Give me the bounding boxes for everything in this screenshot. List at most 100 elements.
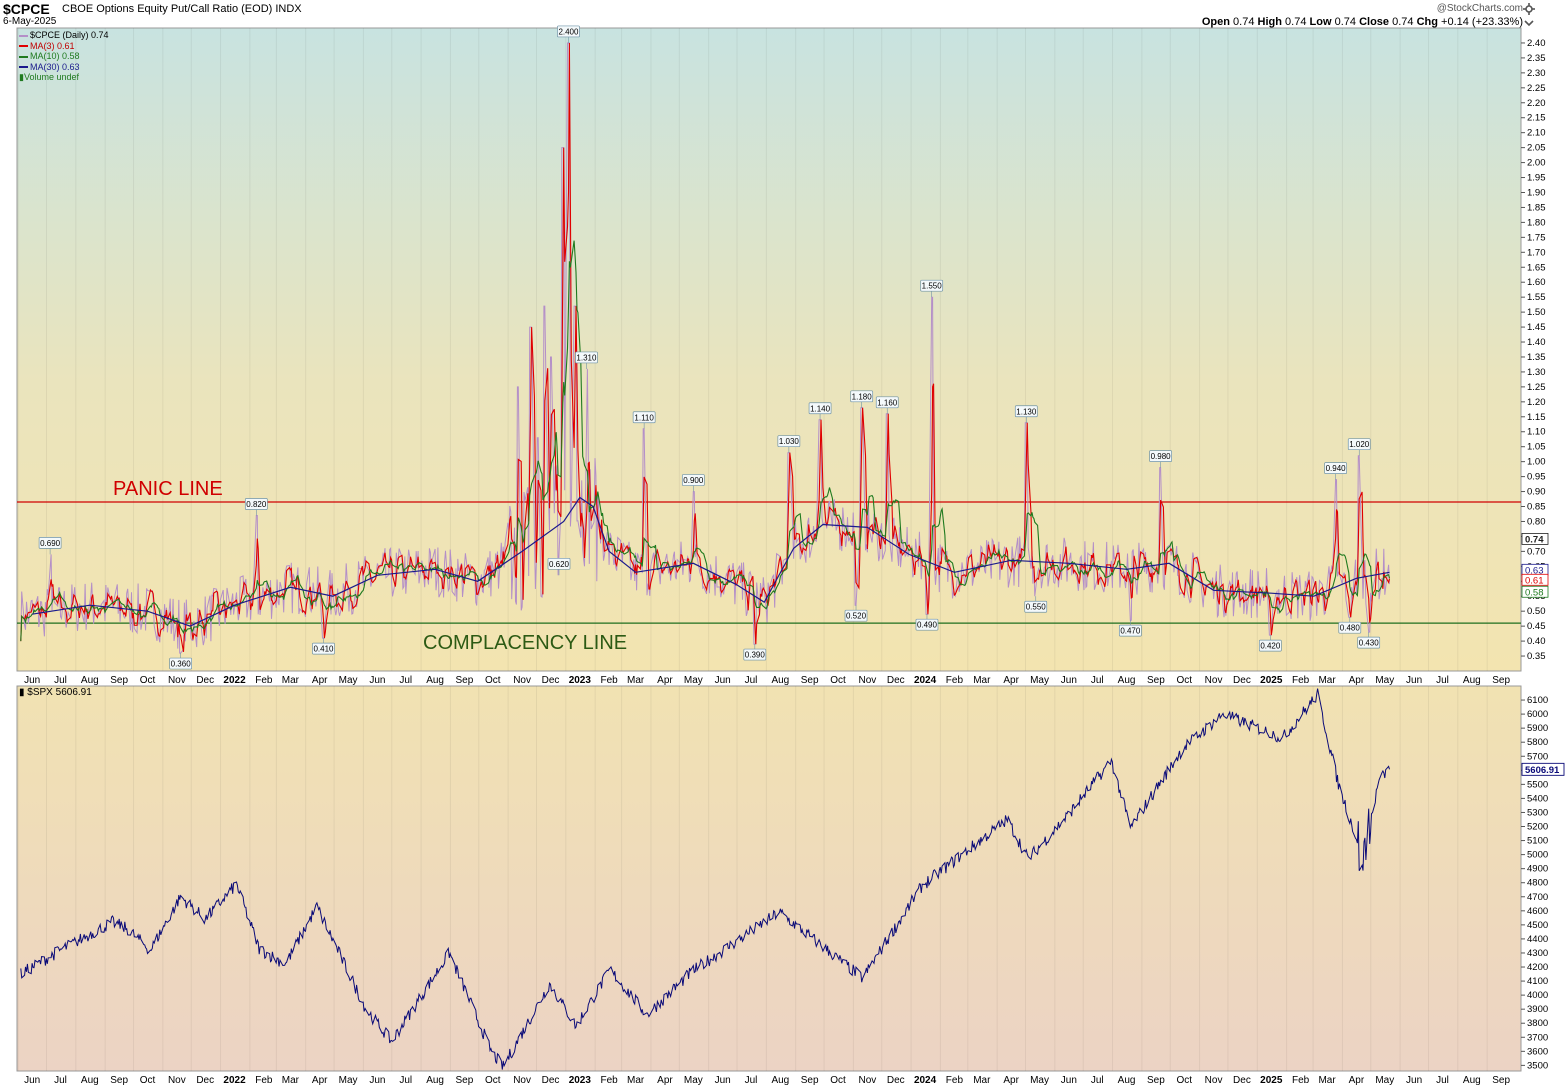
- spx-y-tick-label: 4200: [1527, 962, 1548, 973]
- legend-ma3-label: MA(3) 0.61: [30, 40, 75, 51]
- spx-x-tick-label: Oct: [140, 1075, 156, 1086]
- chevron-down-icon[interactable]: [1523, 17, 1535, 29]
- cpce-x-tick-label: Apr: [657, 675, 673, 686]
- cpce-y-tick-label: 1.90: [1527, 187, 1546, 198]
- spx-x-tick-label: May: [684, 1075, 703, 1086]
- spx-y-tick-label: 6000: [1527, 709, 1548, 720]
- spx-y-tick-label: 5000: [1527, 850, 1548, 861]
- spx-panel-background: [16, 685, 1522, 1072]
- legend-ma10: MA(10) 0.58: [19, 51, 109, 62]
- symbol-title: $CPCE: [3, 1, 50, 17]
- spx-x-tick-label: Apr: [312, 1075, 328, 1086]
- cpce-y-tick-label: 1.55: [1527, 292, 1546, 303]
- symbol-description: CBOE Options Equity Put/Call Ratio (EOD)…: [62, 3, 302, 15]
- peak-annotation-label: 0.820: [246, 500, 267, 509]
- close-value: 0.74: [1392, 16, 1414, 28]
- peak-annotation-label: 0.980: [1151, 452, 1172, 461]
- spx-x-tick-label: Feb: [601, 1075, 619, 1086]
- ma30-line: [32, 496, 1390, 627]
- spx-x-tick-label: Sep: [456, 1075, 474, 1086]
- legend-cpce-label: $CPCE (Daily) 0.74: [30, 30, 109, 40]
- cpce-x-tick-label: Nov: [513, 675, 531, 686]
- spx-y-tick-label: 5100: [1527, 836, 1548, 847]
- cpce-y-tick-label: 2.00: [1527, 158, 1546, 169]
- high-label: High: [1257, 16, 1282, 28]
- ma10-line: [20, 240, 1391, 642]
- cpce-x-tick-label: Aug: [771, 675, 789, 686]
- spx-x-tick-label: Oct: [830, 1075, 846, 1086]
- legend-ma10-label: MA(10) 0.58: [30, 51, 80, 61]
- peak-annotation-label: 0.410: [313, 645, 334, 654]
- peak-annotation-label: 0.390: [745, 651, 766, 660]
- high-value: 0.74: [1285, 16, 1307, 28]
- peak-annotation-label: 0.900: [683, 476, 704, 485]
- spx-x-tick-label: Feb: [1292, 1075, 1310, 1086]
- peak-annotation-label: 0.550: [1026, 603, 1047, 612]
- volume-bars-icon: ▮: [19, 72, 24, 82]
- peak-annotation-label: 0.940: [1326, 464, 1347, 473]
- spx-y-tick-label: 5400: [1527, 793, 1548, 804]
- spx-x-tick-label: May: [1030, 1075, 1049, 1086]
- spx-x-tick-label: Sep: [1492, 1075, 1510, 1086]
- cpce-x-tick-label: Jun: [1406, 675, 1422, 686]
- spx-x-tick-label: Jul: [1436, 1075, 1449, 1086]
- peak-annotation-label: 1.020: [1349, 440, 1370, 449]
- chart-date: 6-May-2025: [3, 16, 57, 27]
- cpce-x-tick-label: Aug: [1118, 675, 1136, 686]
- cpce-x-tick-label: May: [339, 675, 358, 686]
- cpce-x-tick-label: Oct: [485, 675, 501, 686]
- spx-y-axis: 6100600059005800570056005500540053005200…: [1521, 695, 1548, 1071]
- cpce-y-tick-label: 0.35: [1527, 651, 1546, 662]
- settings-gear-icon[interactable]: [1523, 3, 1535, 15]
- peak-annotation-label: 0.520: [846, 612, 867, 621]
- spx-x-tick-label: Oct: [1176, 1075, 1192, 1086]
- badge-ma10-box: [1521, 585, 1549, 598]
- spx-x-tick-label: Dec: [887, 1075, 905, 1086]
- spx-x-tick-label: Aug: [1118, 1075, 1136, 1086]
- cpce-x-tick-label: Feb: [1292, 675, 1310, 686]
- cpce-x-tick-label: Mar: [973, 675, 991, 686]
- spx-x-tick-label: Jul: [745, 1075, 758, 1086]
- peak-annotation-label: 1.310: [576, 353, 597, 362]
- spx-x-tick-label: Aug: [426, 1075, 444, 1086]
- cpce-y-tick-label: 0.45: [1527, 621, 1546, 632]
- spx-x-tick-label: Apr: [1349, 1075, 1365, 1086]
- peak-annotation-label: 1.550: [922, 282, 943, 291]
- spx-y-tick-label: 4500: [1527, 920, 1548, 931]
- low-value: 0.74: [1334, 16, 1357, 28]
- peak-annotation-label: 1.110: [634, 413, 654, 422]
- cpce-x-tick-label: Dec: [196, 675, 214, 686]
- ma3-line: [20, 42, 1391, 652]
- cpce-x-tick-label: 2023: [569, 675, 592, 686]
- cpce-x-tick-label: Aug: [426, 675, 444, 686]
- cpce-x-tick-label: 2022: [223, 675, 246, 686]
- cpce-x-tick-label: Jun: [715, 675, 731, 686]
- cpce-x-tick-label: Mar: [1318, 675, 1336, 686]
- peak-annotation-label: 0.690: [40, 539, 61, 548]
- cpce-y-tick-label: 2.15: [1527, 113, 1546, 124]
- badge-ma3-box: [1521, 573, 1549, 586]
- badge-spx-label: 5606.91: [1525, 765, 1560, 776]
- cpce-x-tick-label: Feb: [255, 675, 273, 686]
- low-label: Low: [1309, 16, 1332, 28]
- cpce-y-tick-label: 1.05: [1527, 442, 1546, 453]
- cpce-x-tick-label: Mar: [627, 675, 645, 686]
- cpce-x-tick-label: Sep: [1147, 675, 1165, 686]
- spx-x-tick-label: 2024: [914, 1075, 937, 1086]
- spx-y-tick-label: 3700: [1527, 1032, 1548, 1043]
- spx-x-tick-label: Jun: [1406, 1075, 1422, 1086]
- ohlc-readout: Open 0.74 High 0.74 Low 0.74 Close 0.74 …: [1202, 16, 1523, 28]
- cpce-y-tick-label: 1.85: [1527, 202, 1546, 213]
- cpce-x-tick-label: May: [1375, 675, 1394, 686]
- cpce-x-tick-label: Apr: [1349, 675, 1365, 686]
- spx-y-tick-label: 5300: [1527, 807, 1548, 818]
- cpce-panel-background: [16, 27, 1522, 672]
- legend-swatch-cpce: [19, 34, 28, 37]
- spx-x-tick-label: Jul: [1091, 1075, 1104, 1086]
- spx-x-tick-label: Feb: [946, 1075, 964, 1086]
- cpce-y-tick-label: 1.60: [1527, 277, 1546, 288]
- spx-x-tick-label: Dec: [196, 1075, 214, 1086]
- cpce-y-tick-label: 2.40: [1527, 38, 1546, 49]
- spx-x-tick-label: Dec: [542, 1075, 560, 1086]
